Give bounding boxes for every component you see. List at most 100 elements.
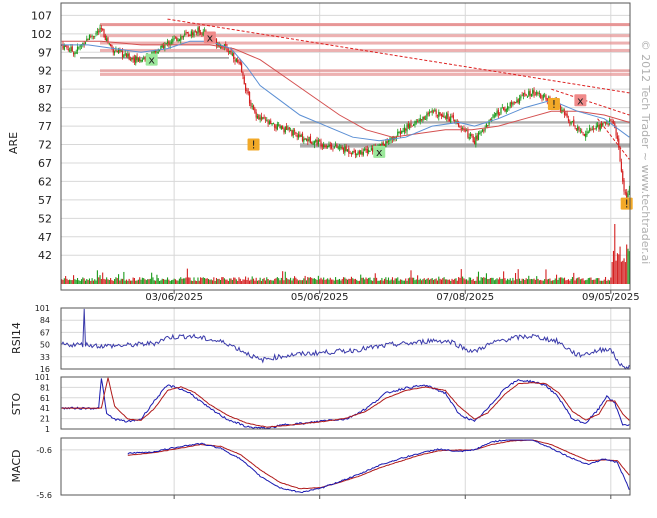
candle-body [87, 38, 89, 40]
volume-bar [466, 279, 468, 284]
volume-bar [398, 280, 400, 284]
volume-bar [431, 278, 433, 284]
candle-body [248, 92, 251, 104]
candle-body [231, 53, 233, 56]
candle-body [193, 31, 195, 37]
volume-bar [279, 280, 281, 284]
candle-body [254, 108, 256, 113]
volume-bar [307, 277, 309, 284]
candle-body [410, 123, 412, 126]
volume-bar [529, 279, 531, 284]
stochastic-panel-frame [60, 376, 631, 430]
candle-body [312, 143, 314, 145]
candle-body [574, 126, 576, 128]
candle-body [246, 89, 248, 92]
volume-bar [239, 278, 241, 284]
candle-body [424, 119, 427, 120]
candle-body [341, 147, 343, 149]
candle-body [571, 120, 574, 122]
volume-bar [577, 277, 579, 284]
candle-body [481, 129, 484, 132]
volume-bar [497, 279, 499, 284]
volume-bar [79, 280, 81, 284]
volume-bar [458, 277, 460, 284]
candle-body [358, 151, 360, 154]
candle-body [536, 91, 538, 95]
candle-body [610, 119, 612, 121]
candle-body [526, 96, 529, 98]
date-axis-tick-label: 07/08/2025 [436, 292, 494, 303]
volume-bar [413, 277, 415, 284]
volume-bar [217, 279, 219, 284]
volume-bar [467, 280, 469, 284]
candle-body [258, 114, 260, 119]
volume-bar [182, 278, 184, 284]
candle-body [586, 131, 588, 135]
volume-bar [452, 279, 454, 284]
volume-bar [397, 277, 399, 284]
volume-bar [327, 278, 329, 284]
candle-body [270, 120, 272, 124]
volume-bar [274, 278, 276, 284]
candle-body [337, 147, 339, 149]
candle-body [78, 47, 80, 49]
volume-bar [353, 279, 355, 284]
volume-bar [278, 278, 280, 284]
volume-bar [620, 261, 622, 284]
volume-bar [627, 248, 629, 284]
volume-bar [489, 277, 491, 284]
volume-bar [294, 276, 296, 284]
volume-bar [226, 279, 228, 284]
candle-body [505, 109, 507, 112]
candle-body [417, 121, 419, 123]
volume-bar [373, 277, 375, 284]
candle-body [595, 126, 597, 130]
candle-body [226, 47, 228, 52]
candle-body [541, 98, 543, 100]
candle-body [411, 125, 413, 127]
volume-bar [211, 280, 214, 284]
volume-bar [111, 280, 113, 284]
candle-body [293, 130, 296, 132]
sell-signal-label: x [207, 32, 214, 45]
volume-bar [443, 277, 445, 284]
candle-body [345, 146, 347, 151]
volume-bar [370, 280, 372, 284]
volume-bar [578, 277, 580, 284]
volume-bar [439, 278, 441, 284]
volume-bar [259, 277, 261, 284]
volume-bar [164, 279, 166, 284]
candle-body [427, 112, 429, 115]
support-level [300, 121, 630, 124]
volume-bar [594, 279, 596, 284]
candle-body [475, 136, 477, 145]
candle-body [178, 39, 181, 41]
volume-bar [192, 280, 194, 284]
volume-bar [522, 278, 525, 284]
volume-bar [561, 277, 563, 284]
volume-bar [267, 278, 269, 284]
sto-axis-label: STO [10, 392, 23, 415]
volume-bar [123, 271, 125, 284]
rsi-panel-frame [60, 307, 631, 370]
volume-bar [242, 279, 244, 284]
candle-body [529, 90, 531, 97]
volume-bar [223, 278, 225, 284]
volume-bar [548, 278, 550, 284]
volume-bar [410, 270, 412, 284]
volume-bar [141, 277, 143, 284]
volume-bars [61, 224, 630, 284]
price-axis-tick-label: 102 [31, 28, 52, 41]
volume-bar [256, 280, 259, 284]
candle-body [272, 122, 274, 124]
volume-bar [512, 277, 514, 284]
volume-bar [197, 277, 199, 284]
volume-bar [475, 280, 477, 284]
warning-signal-label: ! [552, 98, 556, 111]
volume-bar [247, 277, 249, 284]
volume-bar [345, 278, 347, 284]
volume-bar [193, 277, 195, 284]
candle-body [70, 47, 72, 52]
rsi-axis-tick-label: 101 [35, 304, 50, 313]
volume-bar [276, 277, 278, 284]
